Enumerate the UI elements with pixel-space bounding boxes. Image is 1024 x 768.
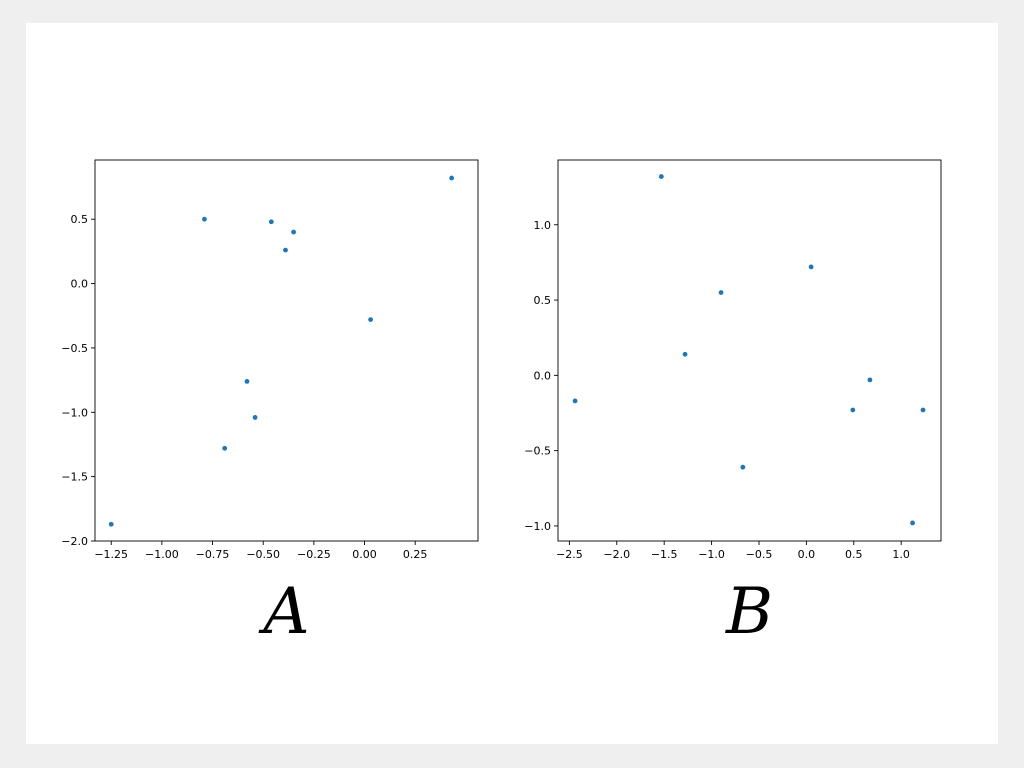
chart-svg: −1.25 −1.00 −0.75 −0.50 −0.25 0.00 0.25 −2.0 −1.… [61,159,942,649]
y-tick-label-a: 0.5 [71,213,89,226]
x-tick-label-a: 0.00 [352,548,377,561]
x-tick-label-a: −1.00 [145,548,179,561]
y-tick-label-b: 0.5 [534,294,552,307]
x-tick-label-b: −2.5 [556,548,583,561]
y-tick-label-a: −1.5 [61,471,88,484]
data-point-b [808,264,814,270]
x-tick-label-b: −2.0 [603,548,630,561]
data-point-b [740,464,746,470]
data-point-a [252,415,258,420]
x-tick-label-a: −0.75 [196,548,230,561]
data-point-b [850,407,856,413]
x-tick-label-b: 1.0 [892,548,910,561]
y-tick-label-b: −1.0 [524,520,551,533]
axes-frame-a [94,159,479,542]
x-tick-label-a: −0.25 [297,548,331,561]
data-point-b [572,398,578,404]
y-tick-label-a: −1.0 [61,406,88,419]
plot-panel-b: −2.5 −2.0 −1.5 −1.0 −0.5 0.0 0.5 1.0 −1.0 −0.5 0.0… [524,159,942,649]
figure-canvas: −1.25 −1.00 −0.75 −0.50 −0.25 0.00 0.25 −2.0 −1.… [26,23,998,744]
data-point-a [268,219,274,225]
data-point-b [867,377,873,383]
data-point-b [658,174,664,179]
x-tick-label-a: −0.50 [246,548,280,561]
y-tick-label-b: 0.0 [534,369,552,382]
x-tick-label-a: −1.25 [94,548,128,561]
x-tick-label-a: 0.25 [403,548,428,561]
data-point-a [291,229,296,235]
y-tick-label-a: 0.0 [71,278,89,291]
data-point-b [718,290,724,295]
data-point-a [202,216,207,222]
y-tick-label-a: −2.0 [61,535,88,548]
plot-panel-a: −1.25 −1.00 −0.75 −0.50 −0.25 0.00 0.25 −2.0 −1.… [61,159,479,649]
data-point-a [449,175,455,181]
x-tick-label-b: 0.5 [845,548,863,561]
x-tick-label-b: −1.0 [698,548,725,561]
x-tick-label-b: −1.5 [651,548,678,561]
data-point-b [910,520,915,526]
axes-frame-b [557,159,942,542]
data-point-a [368,317,373,323]
y-tick-label-a: −0.5 [61,342,88,355]
y-tick-label-b: 1.0 [534,219,552,232]
x-tick-label-b: 0.0 [798,548,816,561]
data-point-a [244,378,250,384]
panel-label-b: B [725,575,773,649]
data-point-b [682,351,688,357]
data-point-b [920,407,926,413]
y-tick-label-b: −0.5 [524,445,551,458]
panel-label-a: A [258,575,309,649]
x-tick-label-b: −0.5 [746,548,773,561]
data-point-a [108,521,114,527]
data-point-a [222,445,228,451]
data-point-a [283,247,288,253]
